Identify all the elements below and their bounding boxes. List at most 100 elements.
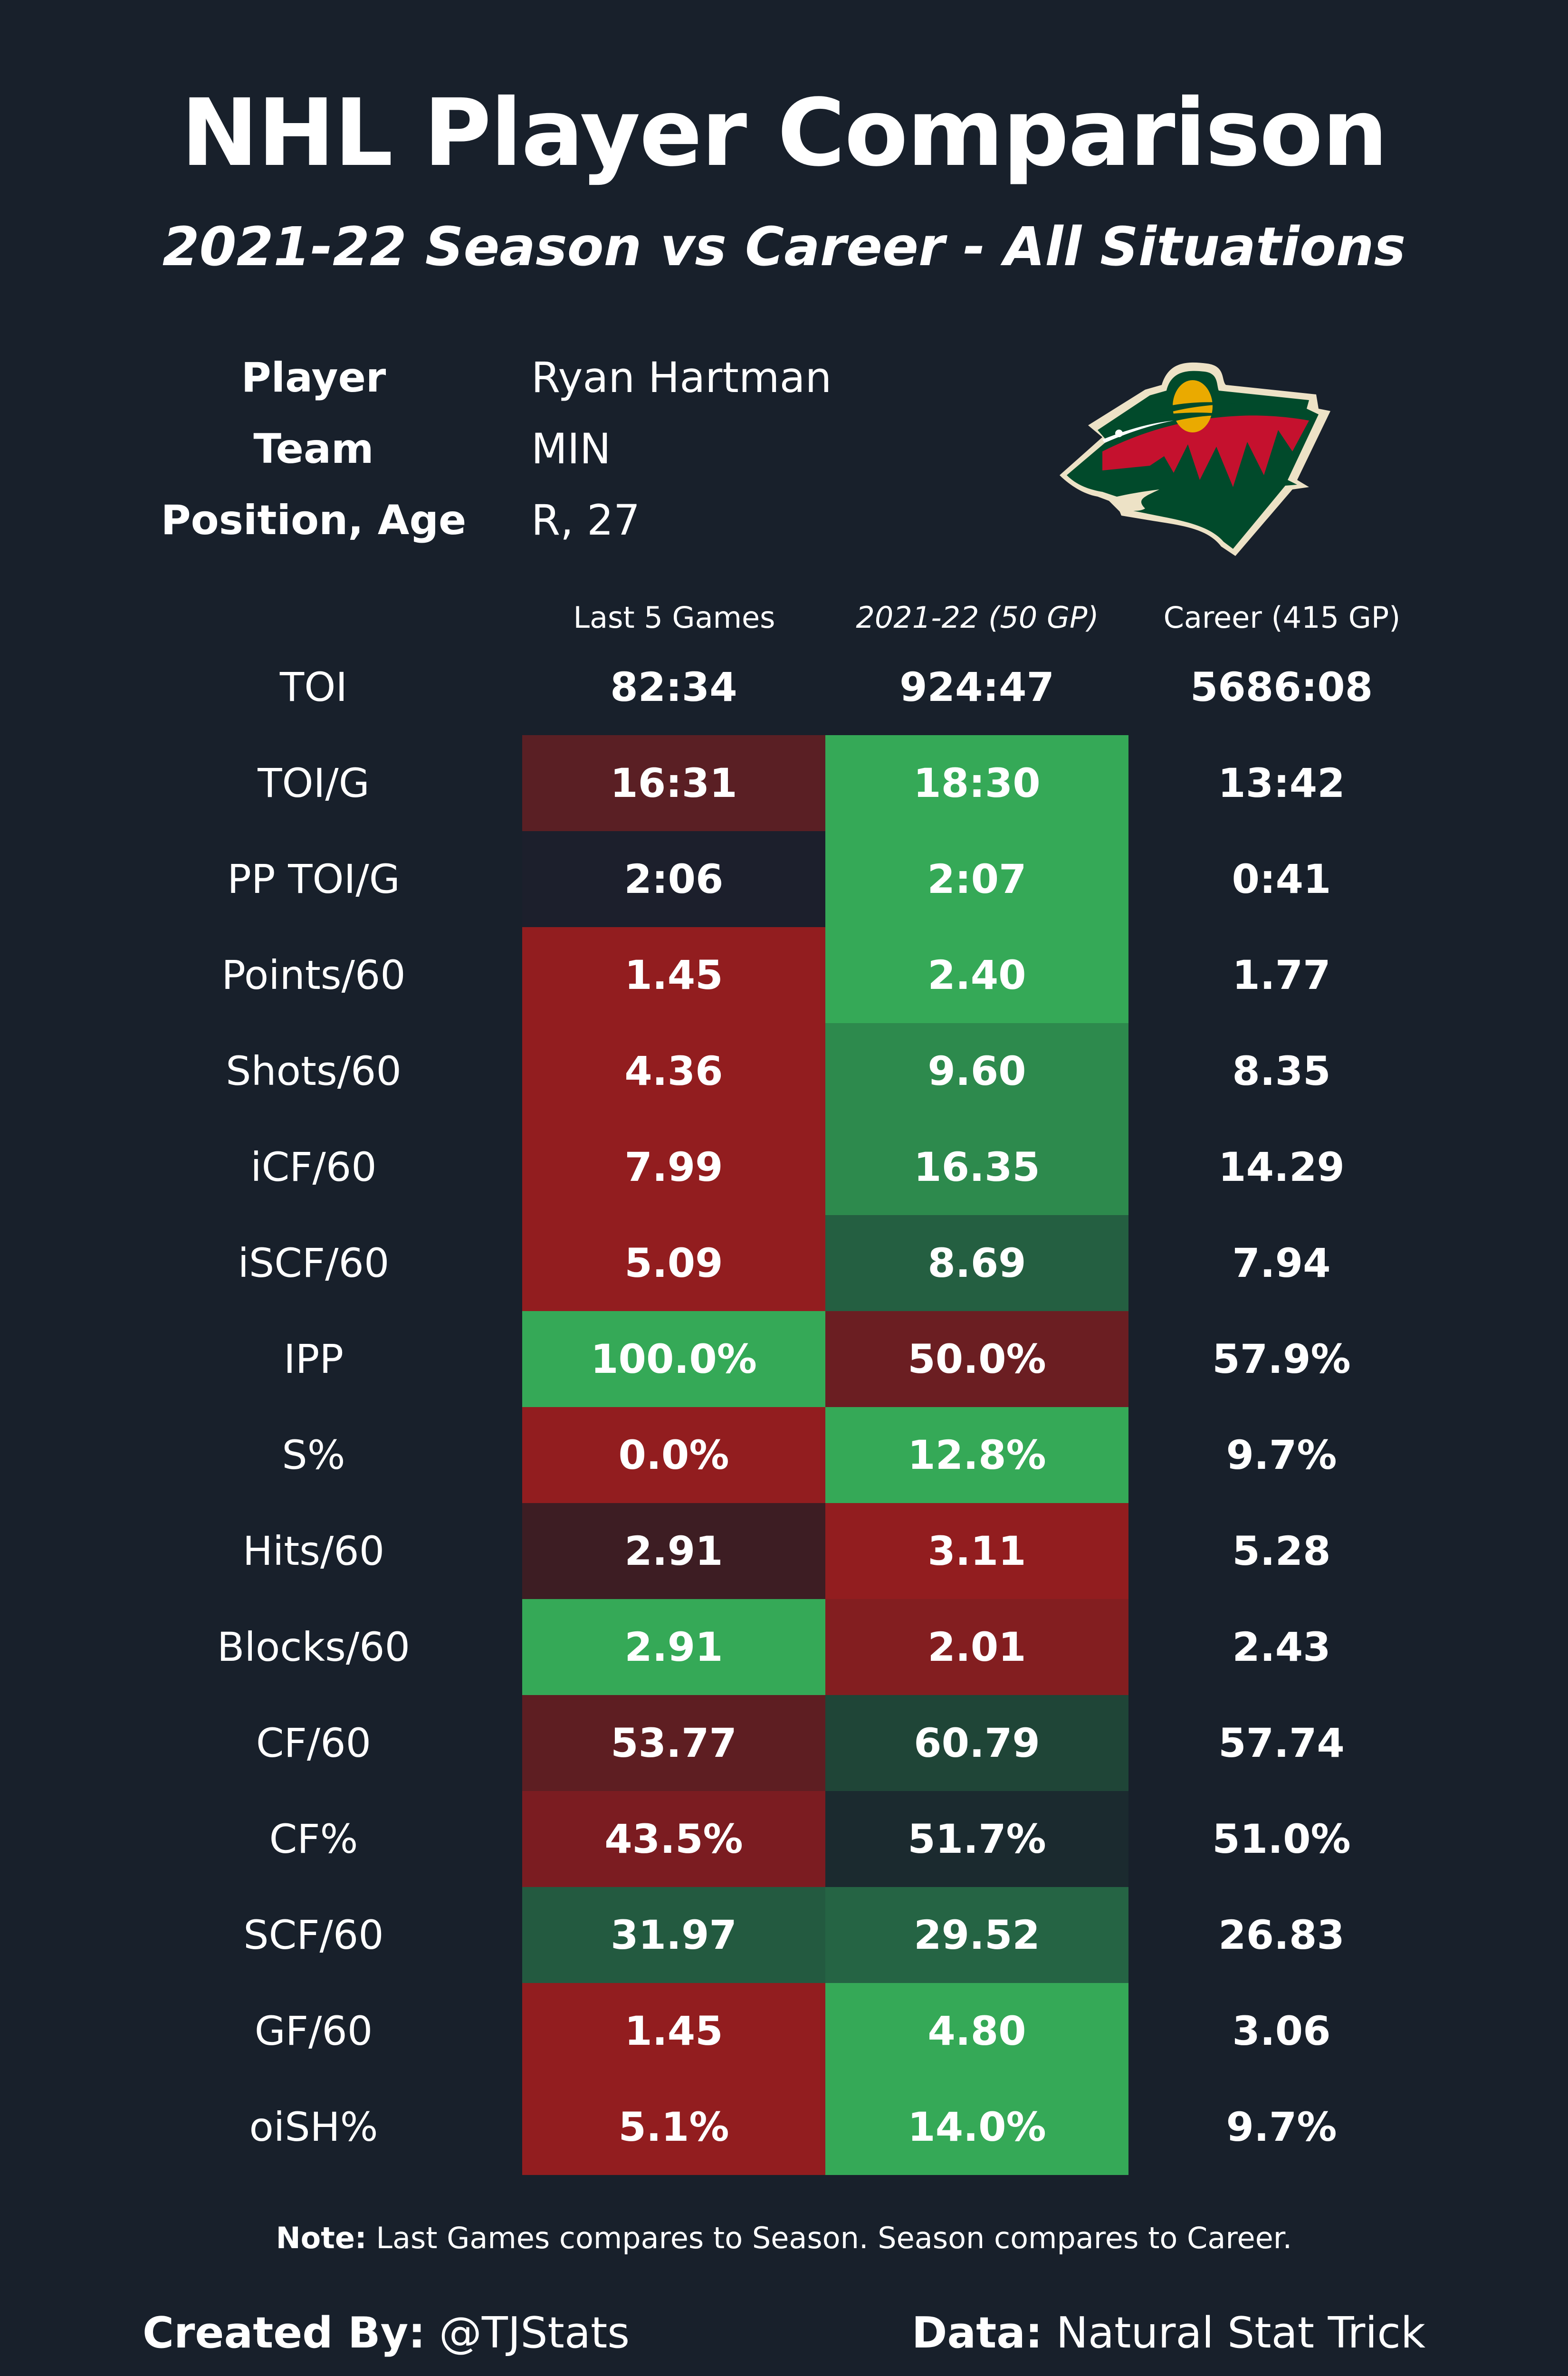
career-cell: 5686:08 (1190, 664, 1373, 710)
season-cell: 50.0% (825, 1311, 1128, 1407)
season-cell: 29.52 (825, 1887, 1128, 1983)
position-age-value: R, 27 (531, 496, 641, 545)
last5-cell: 2.91 (522, 1503, 825, 1599)
table-row: Hits/60 2.91 3.11 5.28 (0, 1503, 1568, 1599)
career-cell: 8.35 (1232, 1048, 1331, 1094)
career-cell: 1.77 (1232, 952, 1331, 998)
created-by-value: @TJStats (425, 2308, 630, 2358)
last5-cell: 82:34 (610, 664, 737, 710)
stat-label: Hits/60 (242, 1528, 385, 1574)
data-source-value: Natural Stat Trick (1042, 2308, 1425, 2358)
season-cell: 924:47 (899, 664, 1054, 710)
career-cell: 14.29 (1218, 1144, 1345, 1190)
stat-label: TOI (279, 664, 348, 710)
season-cell: 2:07 (825, 831, 1128, 927)
stat-label: Points/60 (221, 952, 406, 998)
table-row: IPP 100.0% 50.0% 57.9% (0, 1311, 1568, 1407)
last5-cell: 53.77 (522, 1695, 825, 1791)
season-cell: 8.69 (825, 1215, 1128, 1311)
stat-label: IPP (283, 1336, 344, 1382)
career-cell: 2.43 (1232, 1624, 1331, 1670)
season-cell: 16.35 (825, 1119, 1128, 1215)
data-source-label: Data: (911, 2308, 1042, 2358)
career-cell: 7.94 (1232, 1240, 1331, 1286)
table-row: PP TOI/G 2:06 2:07 0:41 (0, 831, 1568, 927)
column-header-last5: Last 5 Games (573, 600, 775, 635)
season-cell: 60.79 (825, 1695, 1128, 1791)
stat-label: TOI/G (258, 760, 370, 806)
career-cell: 26.83 (1218, 1912, 1345, 1958)
last5-cell: 7.99 (522, 1119, 825, 1215)
stat-label: Shots/60 (226, 1048, 402, 1094)
stat-label: Blocks/60 (217, 1624, 411, 1670)
note-label: Note: (276, 2221, 367, 2255)
position-age-label: Position, Age (161, 497, 467, 544)
career-cell: 57.9% (1212, 1336, 1351, 1382)
career-cell: 51.0% (1212, 1816, 1351, 1862)
table-row: TOI/G 16:31 18:30 13:42 (0, 735, 1568, 831)
last5-cell: 1.45 (522, 1983, 825, 2079)
career-cell: 9.7% (1226, 1432, 1337, 1478)
stat-label: SCF/60 (243, 1912, 384, 1958)
stat-label: S% (282, 1432, 345, 1478)
season-cell: 2.01 (825, 1599, 1128, 1695)
last5-cell: 16:31 (522, 735, 825, 831)
season-cell: 3.11 (825, 1503, 1128, 1599)
stat-label: PP TOI/G (227, 856, 400, 902)
career-cell: 13:42 (1218, 760, 1345, 806)
note-text: Last Games compares to Season. Season co… (366, 2221, 1292, 2255)
table-row: CF% 43.5% 51.7% 51.0% (0, 1791, 1568, 1887)
data-source: Data: Natural Stat Trick (912, 2305, 1425, 2362)
last5-cell: 4.36 (522, 1023, 825, 1119)
table-row: Shots/60 4.36 9.60 8.35 (0, 1023, 1568, 1119)
table-row: CF/60 53.77 60.79 57.74 (0, 1695, 1568, 1791)
table-row: iCF/60 7.99 16.35 14.29 (0, 1119, 1568, 1215)
season-cell: 18:30 (825, 735, 1128, 831)
last5-cell: 2.91 (522, 1599, 825, 1695)
career-cell: 3.06 (1232, 2008, 1331, 2054)
column-header-season: 2021-22 (50 GP) (856, 600, 1099, 635)
page-title: NHL Player Comparison (181, 79, 1388, 187)
minnesota-wild-logo-icon (1060, 362, 1330, 556)
created-by: Created By: @TJStats (143, 2305, 630, 2362)
career-cell: 0:41 (1232, 856, 1331, 902)
season-cell: 14.0% (825, 2079, 1128, 2175)
last5-cell: 0.0% (522, 1407, 825, 1503)
team-label: Team (253, 425, 374, 473)
table-row: TOI 82:34 924:47 5686:08 (0, 639, 1568, 735)
table-row: S% 0.0% 12.8% 9.7% (0, 1407, 1568, 1503)
table-row: GF/60 1.45 4.80 3.06 (0, 1983, 1568, 2079)
season-cell: 4.80 (825, 1983, 1128, 2079)
season-cell: 2.40 (825, 927, 1128, 1023)
table-row: Points/60 1.45 2.40 1.77 (0, 927, 1568, 1023)
last5-cell: 5.09 (522, 1215, 825, 1311)
season-cell: 12.8% (825, 1407, 1128, 1503)
last5-cell: 5.1% (522, 2079, 825, 2175)
table-row: iSCF/60 5.09 8.69 7.94 (0, 1215, 1568, 1311)
created-by-label: Created By: (143, 2308, 426, 2358)
page-subtitle: 2021-22 Season vs Career - All Situation… (162, 216, 1406, 278)
stat-label: oiSH% (249, 2104, 378, 2150)
table-row: oiSH% 5.1% 14.0% 9.7% (0, 2079, 1568, 2175)
last5-cell: 43.5% (522, 1791, 825, 1887)
team-value: MIN (531, 424, 611, 473)
table-row: SCF/60 31.97 29.52 26.83 (0, 1887, 1568, 1983)
career-cell: 5.28 (1232, 1528, 1331, 1574)
last5-cell: 1.45 (522, 927, 825, 1023)
career-cell: 9.7% (1226, 2104, 1337, 2150)
player-label: Player (241, 354, 386, 402)
table-row: Blocks/60 2.91 2.01 2.43 (0, 1599, 1568, 1695)
stat-label: CF/60 (256, 1720, 372, 1766)
player-name: Ryan Hartman (531, 353, 832, 402)
career-cell: 57.74 (1218, 1720, 1345, 1766)
stat-label: GF/60 (254, 2008, 373, 2054)
footnote: Note: Last Games compares to Season. Sea… (0, 2214, 1568, 2262)
stat-label: iCF/60 (250, 1144, 377, 1190)
stat-label: iSCF/60 (238, 1240, 390, 1286)
last5-cell: 100.0% (522, 1311, 825, 1407)
last5-cell: 31.97 (522, 1887, 825, 1983)
column-header-career: Career (415 GP) (1163, 600, 1401, 635)
last5-cell: 2:06 (522, 831, 825, 927)
stat-label: CF% (269, 1816, 358, 1862)
season-cell: 9.60 (825, 1023, 1128, 1119)
